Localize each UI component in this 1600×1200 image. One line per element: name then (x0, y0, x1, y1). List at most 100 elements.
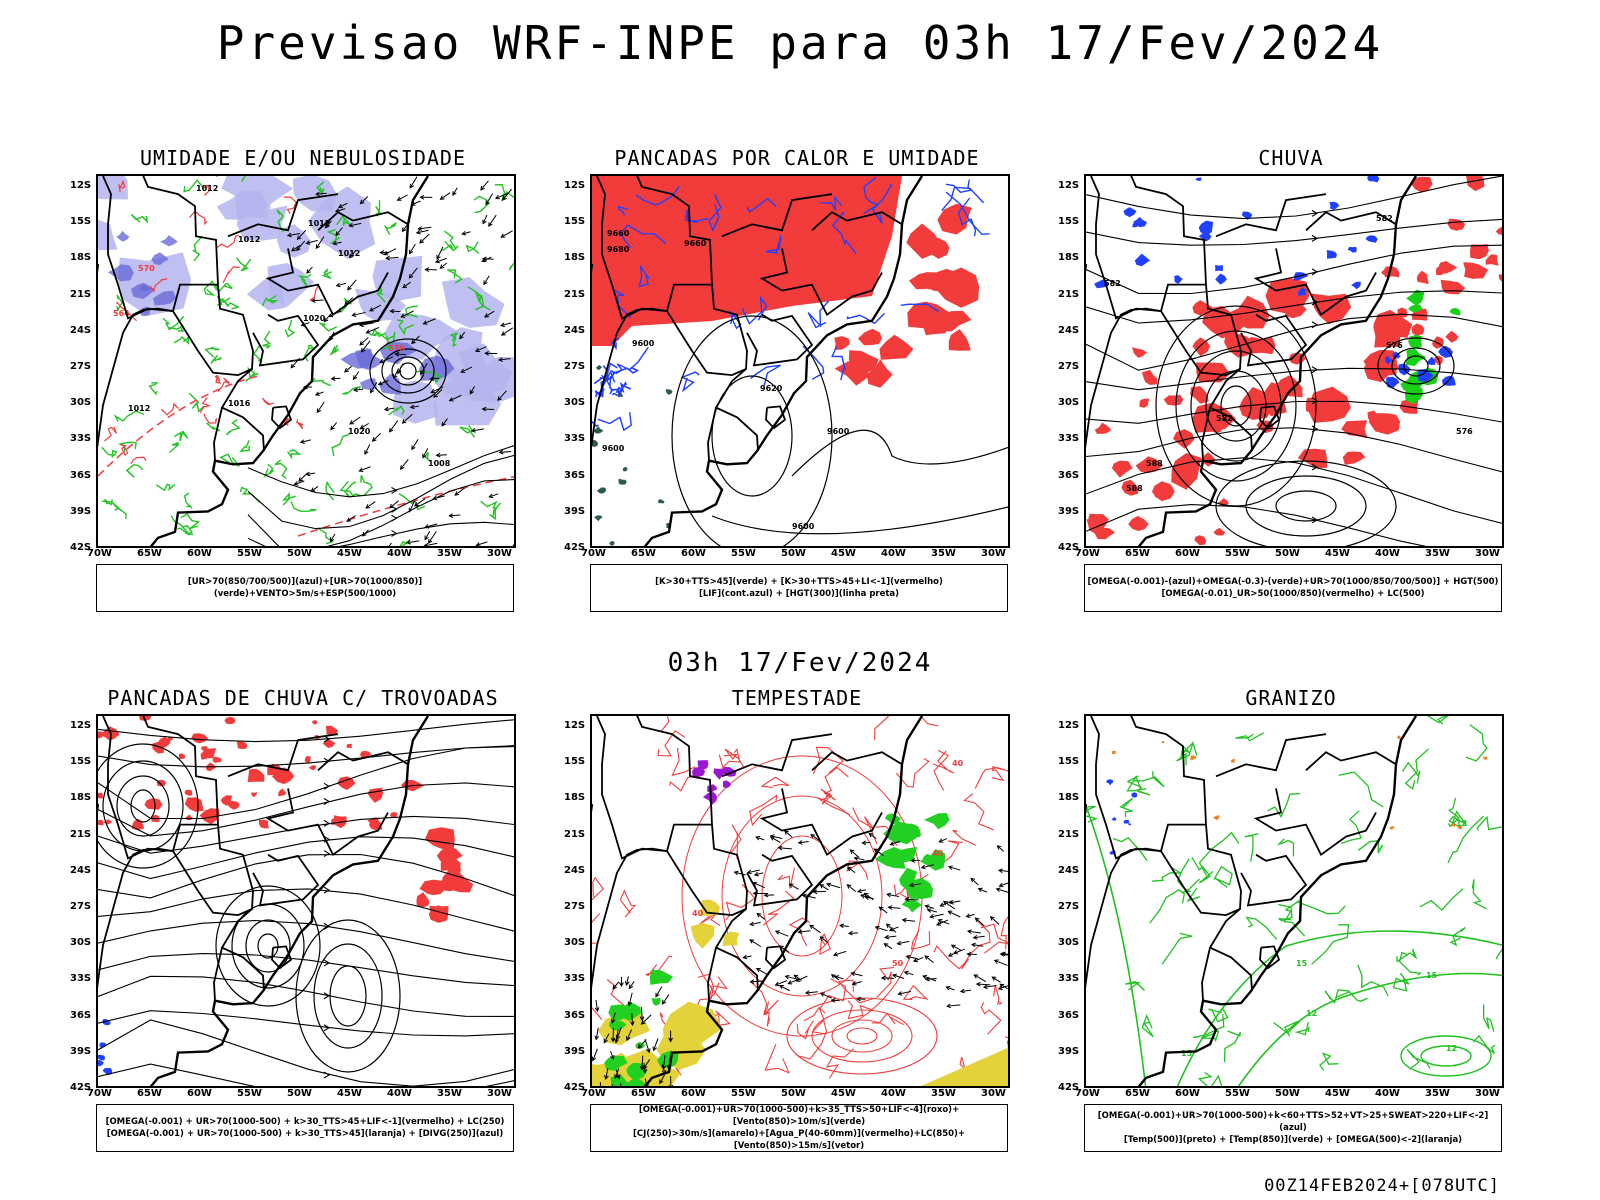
longitude-tick-label: 60W (187, 1088, 212, 1099)
run-info-footer: 00Z14FEB2024+[078UTC] (1264, 1176, 1500, 1196)
latitude-tick-label: 30S (1058, 937, 1080, 949)
panel-title: UMIDADE E/OU NEBULOSIDADE (139, 146, 467, 170)
contour-label: 576 (1386, 341, 1403, 350)
latitude-tick-label: 39S (70, 1045, 92, 1057)
map-svg: 12 15 15 15 12 12 (1086, 716, 1502, 1086)
contour-label: 9680 (607, 245, 630, 254)
contour-label: 9600 (792, 522, 815, 531)
contour-label: 1016 (228, 399, 251, 408)
contour-label: 582 (1376, 214, 1393, 223)
longitude-tick-label: 55W (237, 1088, 262, 1099)
panel-legend: [OMEGA(-0.001)+UR>70(1000-500)+k<60+TTS>… (1084, 1104, 1502, 1152)
latitude-tick-label: 30S (564, 397, 586, 409)
longitude-tick-label: 40W (387, 548, 412, 559)
contour-label: 12 (1446, 1044, 1457, 1053)
latitude-tick-label: 21S (1058, 828, 1080, 840)
contour-label: 1012 (238, 235, 260, 244)
latitude-tick-label: 30S (1058, 397, 1080, 409)
contour-label: 12 (1306, 1009, 1317, 1018)
latitude-tick-label: 24S (564, 864, 586, 876)
longitude-tick-label: 50W (287, 548, 312, 559)
map-panel-2: PANCADAS POR CALOR E UMIDADE 12S 15S 18S 21S… (562, 146, 1032, 626)
contour-label: 1012 (308, 219, 330, 228)
contour-label: 15 (1296, 959, 1308, 968)
latitude-tick-label: 24S (70, 324, 92, 336)
latitude-tick-label: 24S (1058, 324, 1080, 336)
longitude-tick-label: 65W (1125, 548, 1150, 559)
longitude-tick-label: 65W (137, 1088, 162, 1099)
coastline-and-borders (98, 176, 430, 546)
legend-line: [OMEGA(-0.001)-(azul)+OMEGA(-0.3)-(verde… (1087, 577, 1499, 587)
legend-line: [CJ(250)>30m/s](amarelo)+[Agua_P(40-60mm… (632, 1129, 966, 1151)
latitude-tick-label: 36S (564, 1009, 586, 1021)
longitude-tick-label: 35W (931, 548, 956, 559)
longitude-tick-label: 35W (1425, 1088, 1450, 1099)
legend-line: [LIF](cont.azul) + [HGT(300)](linha pret… (698, 589, 900, 599)
longitude-tick-label: 45W (337, 1088, 362, 1099)
latitude-tick-label: 42S (564, 1082, 586, 1093)
panel-title: CHUVA (1258, 146, 1324, 170)
weather-fields: 12 15 15 15 12 12 (1086, 716, 1502, 1086)
coastline-and-borders (1086, 716, 1418, 1086)
latitude-tick-label: 33S (1058, 973, 1080, 985)
longitude-tick-label: 40W (1375, 548, 1400, 559)
forecast-map: 582 576 582 582 588 588 576 (1084, 174, 1504, 548)
latitude-tick-label: 42S (564, 542, 586, 553)
longitude-tick-label: 70W (1075, 1088, 1100, 1099)
map-svg: 582 576 582 582 588 588 576 (1086, 176, 1502, 546)
coastline-and-borders (1086, 176, 1418, 546)
legend-line: [OMEGA(-0.01)_UR>50(1000/850)(vermelho) … (1161, 589, 1425, 599)
longitude-tick-label: 50W (781, 548, 806, 559)
latitude-tick-label: 15S (70, 216, 92, 228)
map-panel-1: UMIDADE E/OU NEBULOSIDADE 12S 15S 18S 21S 24S… (68, 146, 538, 626)
latitude-tick-label: 24S (564, 324, 586, 336)
latitude-tick-label: 36S (70, 1009, 92, 1021)
contour-label: 1012 (338, 249, 360, 258)
weather-fields: 40 40 40 50 (592, 716, 1008, 1086)
contour-label: 570 (138, 264, 155, 273)
panel-legend: [OMEGA(-0.001) + UR>70(1000-500) + k>30_… (96, 1104, 514, 1152)
latitude-tick-label: 33S (1058, 433, 1080, 445)
longitude-tick-label: 50W (287, 1088, 312, 1099)
panel-title: GRANIZO (1245, 686, 1337, 710)
weather-fields: 582 576 582 582 588 588 576 (1086, 176, 1502, 546)
longitude-tick-label: 45W (1325, 548, 1350, 559)
legend-line: [Temp(500)](preto) + [Temp(850)](verde) … (1123, 1135, 1463, 1145)
latitude-tick-label: 39S (564, 505, 586, 517)
latitude-tick-label: 24S (1058, 864, 1080, 876)
contour-label: 15 (1426, 971, 1438, 980)
latitude-tick-label: 33S (70, 433, 92, 445)
longitude-tick-label: 30W (1475, 1088, 1500, 1099)
longitude-tick-label: 70W (87, 1088, 112, 1099)
latitude-tick-label: 39S (564, 1045, 586, 1057)
longitude-tick-label: 45W (337, 548, 362, 559)
contour-label: 582 (1104, 279, 1121, 288)
legend-line: [OMEGA(-0.001) + UR>70(1000-500) + k>30_… (106, 1129, 504, 1139)
latitude-tick-label: 33S (70, 973, 92, 985)
longitude-tick-label: 60W (1175, 548, 1200, 559)
contour-label: 9600 (632, 339, 655, 348)
legend-line: [OMEGA(-0.001)+UR>70(1000-500)+k>35_TTS>… (638, 1105, 960, 1127)
forecast-map: 9660 9660 9680 9600 9620 9600 9600 9600 (590, 174, 1010, 548)
longitude-tick-label: 30W (981, 548, 1006, 559)
contour-label: 588 (1146, 459, 1163, 468)
latitude-tick-label: 18S (564, 252, 586, 264)
latitude-tick-label: 27S (1058, 901, 1080, 913)
longitude-tick-label: 40W (1375, 1088, 1400, 1099)
longitude-tick-label: 45W (1325, 1088, 1350, 1099)
latitude-tick-label: 36S (1058, 1009, 1080, 1021)
longitude-tick-label: 55W (1225, 548, 1250, 559)
weather-fields (98, 716, 514, 1086)
contour-label: 576 (1456, 427, 1473, 436)
latitude-tick-label: 36S (1058, 469, 1080, 481)
contour-label: 15 (1181, 1049, 1193, 1058)
contour-label: 9660 (684, 239, 707, 248)
forecast-map (96, 714, 516, 1088)
latitude-tick-label: 39S (1058, 1045, 1080, 1057)
latitude-tick-label: 33S (564, 973, 586, 985)
latitude-tick-label: 21S (564, 288, 586, 300)
latitude-tick-label: 33S (564, 433, 586, 445)
latitude-tick-label: 12S (1058, 720, 1080, 732)
latitude-tick-label: 36S (564, 469, 586, 481)
contour-label: 1020 (303, 314, 326, 323)
